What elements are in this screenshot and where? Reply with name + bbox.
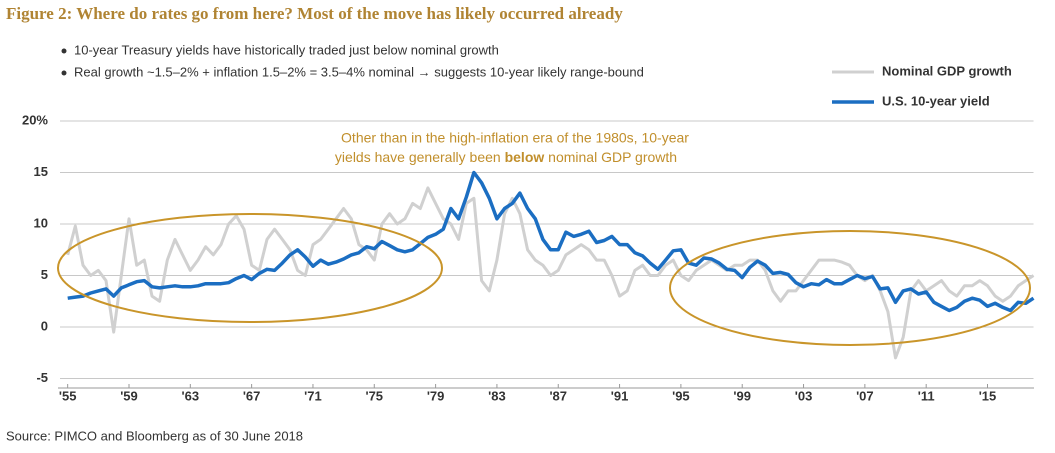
x-tick-label: '99 [733,388,751,403]
x-tick-label: '03 [795,388,813,403]
series-line [67,170,1035,313]
y-tick-label: 20% [22,112,48,127]
annotation: yields have generally been below nominal… [335,149,677,165]
y-tick-label: 0 [41,318,48,333]
y-tick-label: -5 [36,370,48,385]
y-tick-label: 5 [41,267,48,282]
source: Source: PIMCO and Bloomberg as of 30 Jun… [6,428,303,443]
y-tick-label: 15 [34,164,48,179]
series-line [66,186,1035,360]
x-tick-label: '87 [549,388,567,403]
legend-label: Nominal GDP growth [882,63,1012,78]
annotation-part: yields have generally been [335,149,505,165]
annotation-bold: below [505,149,545,165]
bullet: 10-year Treasury yields have historicall… [74,42,499,57]
annotation-part: nominal GDP growth [544,149,677,165]
x-tick-label: '83 [488,388,506,403]
y-tick-label: 10 [34,215,48,230]
x-tick-label: '07 [856,388,874,403]
legend-label: U.S. 10-year yield [882,93,990,108]
x-tick-label: '79 [427,388,445,403]
x-tick-label: '75 [365,388,383,403]
x-tick-label: '95 [672,388,690,403]
x-tick-label: '59 [120,388,138,403]
x-tick-label: '15 [979,388,997,403]
x-tick-label: '55 [59,388,77,403]
annotation: Other than in the high-inflation era of … [341,130,689,146]
bullet-dot [61,70,67,76]
bullet: Real growth ~1.5–2% + inflation 1.5–2% =… [74,64,644,79]
bullet-dot [61,48,67,54]
x-tick-label: '63 [182,388,200,403]
x-tick-label: '11 [918,388,935,403]
x-tick-label: '91 [611,388,629,403]
chart-title: Figure 2: Where do rates go from here? M… [6,4,623,23]
highlight-ellipse [57,213,443,323]
x-tick-label: '71 [304,388,322,403]
x-tick-label: '67 [243,388,261,403]
highlight-ellipse [669,230,1031,346]
plot-area: -5 0 5 10 15 20% '55 '59 '63 '67 '71 '75 '79 '83 '87 '9… [22,63,1035,403]
